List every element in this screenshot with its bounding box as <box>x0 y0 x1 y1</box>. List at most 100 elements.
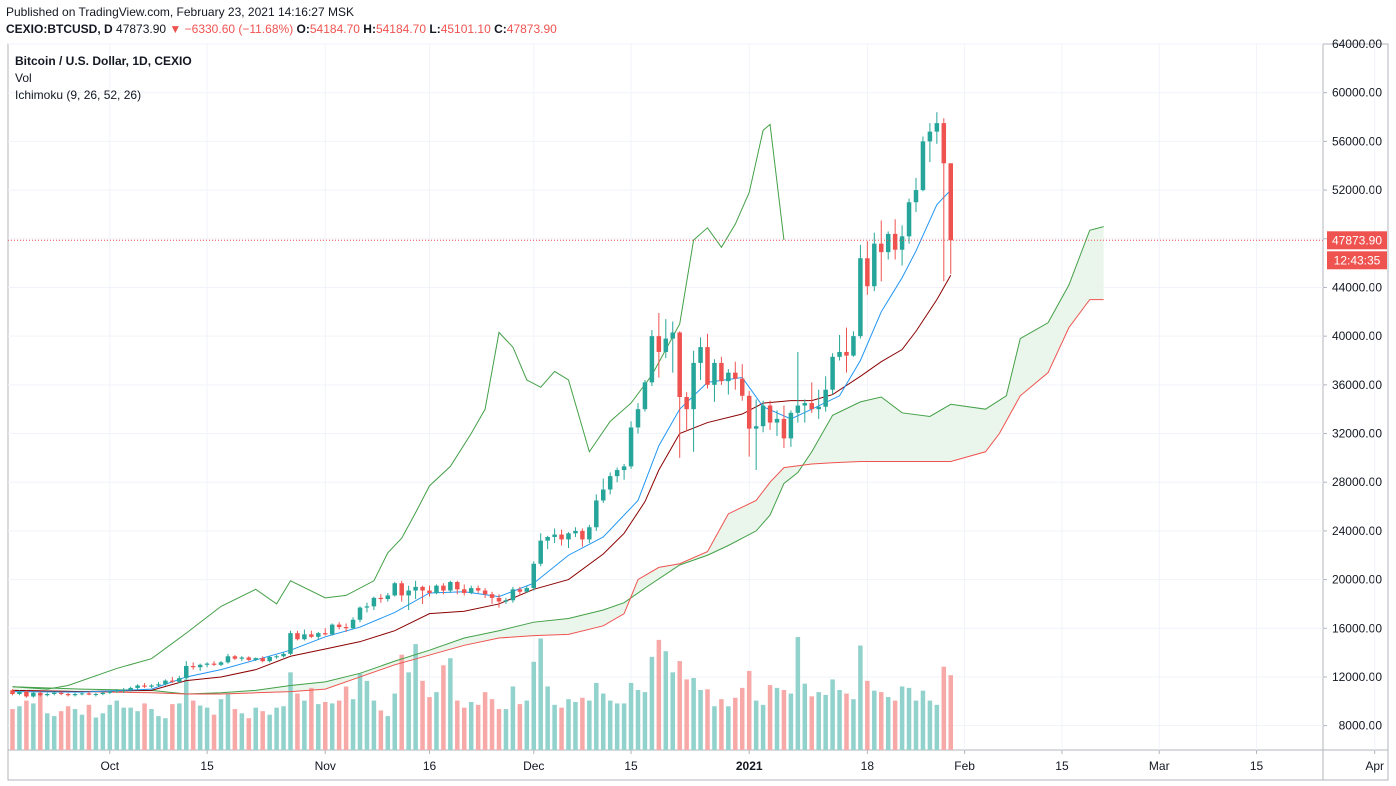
candle-body <box>455 582 460 590</box>
countdown-tag <box>1327 251 1387 270</box>
volume-bar <box>705 689 710 750</box>
volume-bar <box>406 672 411 750</box>
candle-body <box>336 624 342 628</box>
candle-body <box>823 389 828 407</box>
volume-bar <box>872 690 877 750</box>
volume-bar <box>232 709 238 750</box>
candle-body <box>24 691 29 697</box>
volume-bar <box>656 639 662 750</box>
volume-bar <box>274 707 279 750</box>
candle-body <box>350 619 356 629</box>
candle-body <box>858 258 863 337</box>
candle-body <box>830 356 835 390</box>
volume-bar <box>726 706 731 750</box>
candle-body <box>628 427 634 467</box>
price-value: 47873.90 <box>116 22 167 36</box>
x-tick-label: 16 <box>423 759 437 773</box>
x-tick-label: Nov <box>315 759 336 773</box>
candle-body <box>406 590 411 596</box>
x-tick-label: Feb <box>954 759 975 773</box>
candle-body <box>378 597 384 600</box>
volume-bar <box>24 700 29 750</box>
chart-legend: Bitcoin / U.S. Dollar, 1D, CEXIO Vol Ich… <box>15 53 192 104</box>
volume-bar <box>733 697 738 750</box>
y-tick-label: 56000.00 <box>1332 134 1382 148</box>
candle-body <box>79 693 85 695</box>
candle-body <box>281 653 286 657</box>
candle-body <box>364 606 370 608</box>
candle-body <box>941 123 947 164</box>
chikou-span-line <box>12 123 785 690</box>
volume-bar <box>552 704 557 750</box>
candle-body <box>607 476 613 490</box>
candle-body <box>427 590 432 593</box>
volume-bar <box>774 687 780 750</box>
volume-bar <box>524 700 530 750</box>
open-value: 54184.70 <box>309 22 360 36</box>
volume-bar <box>462 707 467 750</box>
candle-body <box>719 362 724 382</box>
candle-body <box>177 678 182 682</box>
candle-body <box>635 409 641 428</box>
candle-body <box>274 656 279 658</box>
volume-bar <box>135 711 140 750</box>
volume-bar <box>746 670 752 750</box>
volume-bar <box>100 713 106 750</box>
candle-body <box>197 664 203 668</box>
candle-body <box>524 588 530 592</box>
volume-bar <box>260 711 265 750</box>
candle-body <box>420 586 425 591</box>
candle-body <box>920 141 926 191</box>
candle-body <box>538 540 543 564</box>
candle-body <box>482 590 488 595</box>
volume-bar <box>350 699 356 750</box>
volume-bar <box>31 703 36 750</box>
volume-bar <box>865 680 870 750</box>
candle-body <box>302 634 307 640</box>
volume-bar <box>371 700 377 750</box>
volume-bar <box>218 699 224 750</box>
x-tick-label: 15 <box>624 759 638 773</box>
volume-bar <box>128 707 133 750</box>
candle-body <box>753 426 759 429</box>
senkou-span-b-line <box>12 299 1104 695</box>
volume-bar <box>413 644 418 750</box>
volume-bar <box>184 679 189 750</box>
volume-bar <box>795 637 801 750</box>
volume-bar <box>468 702 474 750</box>
candle-body <box>552 534 557 537</box>
high-label: H: <box>363 22 376 36</box>
candle-body <box>128 687 133 690</box>
candle-body <box>601 489 606 501</box>
candle-body <box>892 233 898 250</box>
candle-body <box>135 685 140 688</box>
candle-body <box>65 694 71 696</box>
volume-bar <box>225 693 231 750</box>
candle-body <box>733 372 738 379</box>
volume-bar <box>899 686 905 750</box>
volume-bar <box>788 693 794 750</box>
volume-bar <box>58 711 64 750</box>
volume-bar <box>281 706 286 750</box>
candle-body <box>323 633 328 635</box>
volume-bar <box>121 707 126 750</box>
volume-bar <box>489 699 495 750</box>
y-tick-label: 16000.00 <box>1332 621 1382 635</box>
volume-bar <box>211 714 217 750</box>
candle-body <box>587 527 592 540</box>
candle-body <box>879 243 884 253</box>
volume-bar <box>684 679 689 750</box>
y-tick-label: 12000.00 <box>1332 670 1382 684</box>
candle-body <box>740 378 745 396</box>
candle-body <box>72 694 78 696</box>
candle-body <box>663 338 669 352</box>
candle-body <box>218 662 224 665</box>
volume-bar <box>329 703 335 750</box>
volume-bar <box>594 682 599 750</box>
volume-bar <box>434 692 439 750</box>
candle-body <box>656 336 662 352</box>
volume-bar <box>177 703 182 750</box>
volume-bar <box>802 683 808 750</box>
open-label: O: <box>296 22 310 36</box>
